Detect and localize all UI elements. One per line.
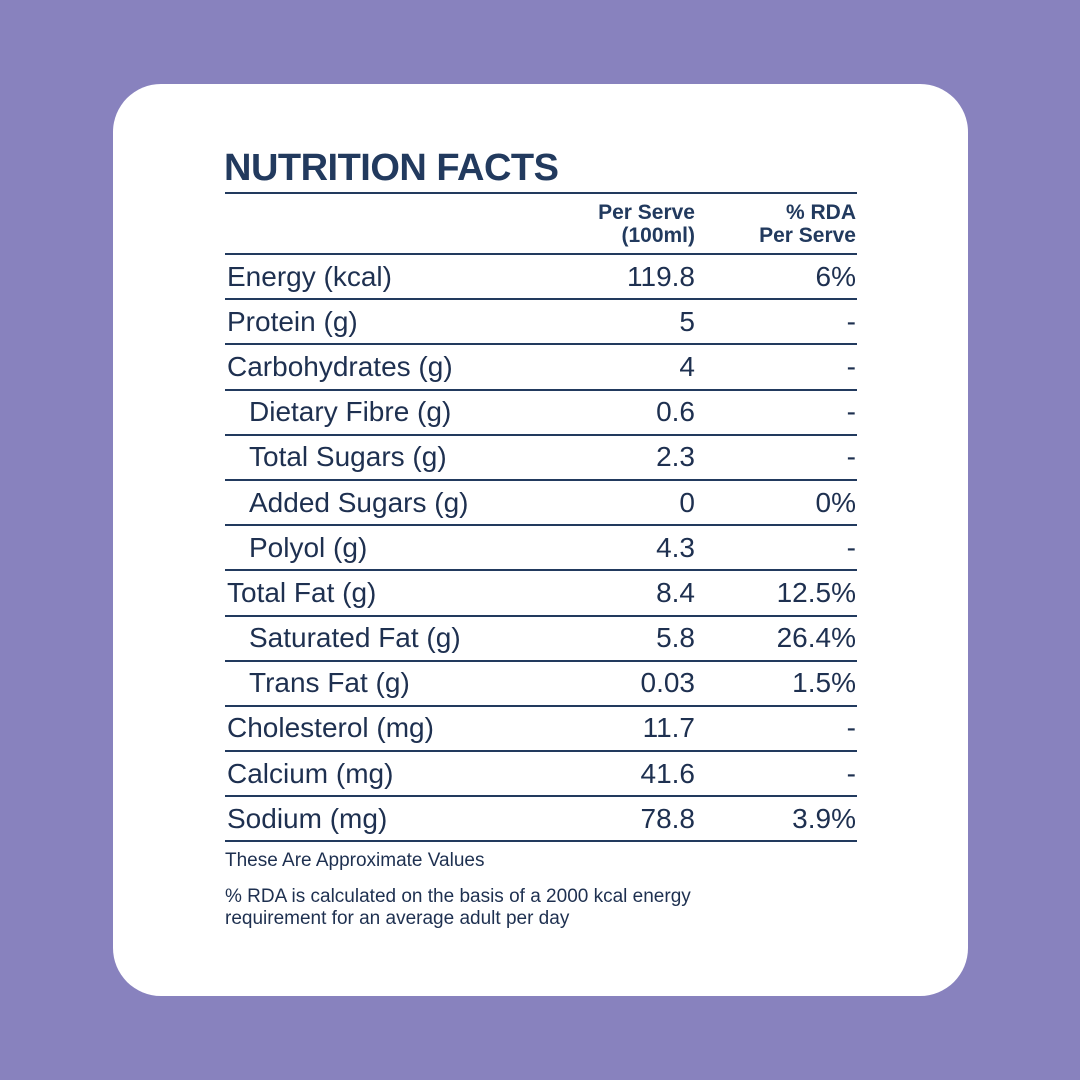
rda-value: - bbox=[846, 305, 856, 337]
per-serve-value: 8.4 bbox=[656, 576, 695, 608]
header-rda: % RDA Per Serve bbox=[699, 201, 857, 247]
header-per-serve-line1: Per Serve bbox=[598, 200, 695, 224]
nutrient-label: Saturated Fat (g) bbox=[249, 622, 461, 654]
per-serve-value: 5 bbox=[679, 305, 695, 337]
rda-value: - bbox=[846, 757, 856, 789]
table-row: Trans Fat (g) 0.03 1.5% bbox=[225, 662, 857, 707]
table-row: Added Sugars (g) 0 0% bbox=[225, 481, 857, 527]
rda-value: - bbox=[846, 712, 856, 744]
nutrient-label: Protein (g) bbox=[227, 305, 358, 337]
per-serve-value: 0.03 bbox=[640, 667, 696, 699]
rda-value: 0% bbox=[815, 486, 856, 518]
nutrient-label: Trans Fat (g) bbox=[249, 667, 410, 699]
per-serve-value: 78.8 bbox=[640, 802, 696, 834]
table-row: Dietary Fibre (g) 0.6 - bbox=[225, 391, 857, 436]
rda-value: - bbox=[846, 531, 856, 563]
table-row: Total Fat (g) 8.4 12.5% bbox=[225, 571, 857, 617]
table-row: Total Sugars (g) 2.3 - bbox=[225, 436, 857, 481]
title-rule bbox=[225, 192, 857, 194]
nutrition-panel: NUTRITION FACTS Per Serve (100ml) % RDA … bbox=[224, 144, 857, 930]
rda-note-line2: requirement for an average adult per day bbox=[225, 908, 570, 930]
nutrition-title: NUTRITION FACTS bbox=[224, 147, 559, 189]
nutrient-label: Cholesterol (mg) bbox=[227, 712, 434, 744]
header-per-serve-line2: (100ml) bbox=[621, 223, 695, 247]
rda-value: 3.9% bbox=[792, 802, 856, 834]
table-row: Saturated Fat (g) 5.8 26.4% bbox=[225, 617, 857, 662]
header-per-serve: Per Serve (100ml) bbox=[519, 201, 699, 247]
nutrient-label: Added Sugars (g) bbox=[249, 486, 469, 518]
approx-note: These Are Approximate Values bbox=[225, 850, 485, 872]
header-rda-line2: Per Serve bbox=[759, 223, 856, 247]
per-serve-value: 5.8 bbox=[656, 622, 695, 654]
nutrient-label: Energy (kcal) bbox=[227, 260, 392, 292]
table-header: Per Serve (100ml) % RDA Per Serve bbox=[225, 194, 857, 255]
rda-note: % RDA is calculated on the basis of a 20… bbox=[225, 886, 857, 930]
per-serve-value: 119.8 bbox=[627, 260, 695, 292]
table-row: Sodium (mg) 78.8 3.9% bbox=[225, 797, 857, 843]
nutrient-label: Polyol (g) bbox=[249, 531, 368, 563]
per-serve-value: 4.3 bbox=[656, 531, 695, 563]
nutrition-rows: Energy (kcal) 119.8 6% Protein (g) 5- Carbohy… bbox=[225, 255, 857, 843]
nutrient-label: Calcium (mg) bbox=[227, 757, 394, 789]
header-rda-line1: % RDA bbox=[785, 200, 856, 224]
table-row: Protein (g) 5 - bbox=[225, 300, 857, 346]
nutrient-label: Dietary Fibre (g) bbox=[249, 396, 452, 428]
rda-value: 6% bbox=[815, 260, 856, 292]
nutrient-label: Sodium (mg) bbox=[227, 802, 388, 834]
nutrient-label: Total Fat (g) bbox=[227, 576, 377, 608]
table-row: Carbohydrates (g) 4 - bbox=[225, 345, 857, 391]
rda-value: - bbox=[846, 396, 856, 428]
rda-value: 12.5% bbox=[776, 576, 856, 608]
nutrition-card: NUTRITION FACTS Per Serve (100ml) % RDA … bbox=[113, 84, 968, 996]
per-serve-value: 11.7 bbox=[642, 712, 695, 744]
rda-value: - bbox=[846, 441, 856, 473]
table-row: Polyol (g) 4.3 - bbox=[225, 526, 857, 572]
rda-value: 26.4% bbox=[776, 622, 856, 654]
rda-value: - bbox=[846, 350, 856, 382]
rda-value: 1.5% bbox=[792, 667, 856, 699]
rda-note-line1: % RDA is calculated on the basis of a 20… bbox=[225, 886, 691, 908]
table-row: Calcium (mg) 41.6 - bbox=[225, 752, 857, 798]
per-serve-value: 4 bbox=[679, 350, 695, 382]
nutrient-label: Total Sugars (g) bbox=[249, 441, 447, 473]
table-row: Energy (kcal) 119.8 6% bbox=[225, 255, 857, 301]
nutrient-label: Carbohydrates (g) bbox=[227, 350, 453, 382]
per-serve-value: 41.6 bbox=[640, 757, 696, 789]
per-serve-value: 2.3 bbox=[656, 441, 695, 473]
table-row: Cholesterol (mg) 11.7 - bbox=[225, 707, 857, 753]
per-serve-value: 0 bbox=[679, 486, 695, 518]
per-serve-value: 0.6 bbox=[656, 396, 695, 428]
